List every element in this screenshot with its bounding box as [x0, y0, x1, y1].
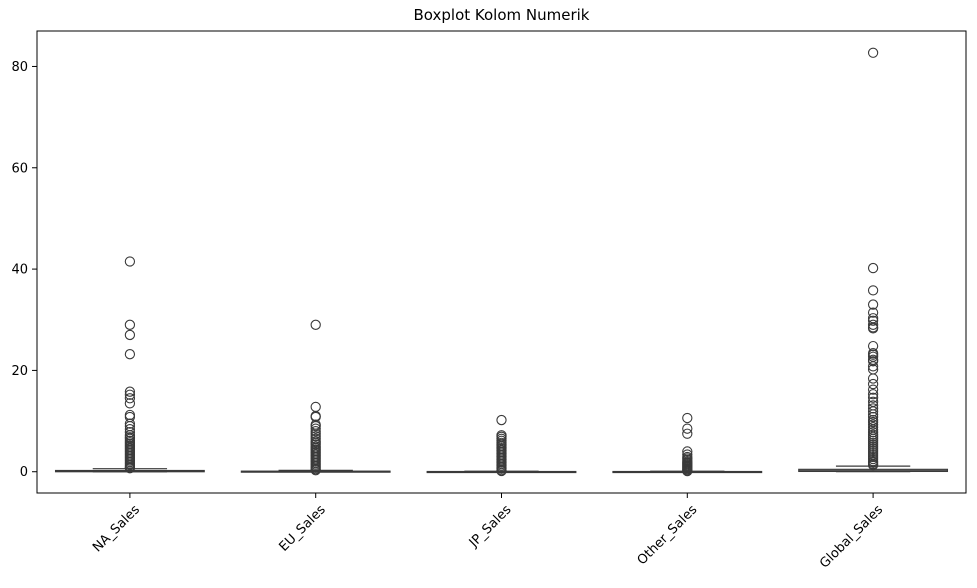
outlier-point [867, 411, 879, 423]
outlier-point [867, 459, 879, 471]
outlier-point [867, 427, 879, 438]
x-tick-label: JP_Sales [466, 502, 515, 551]
outlier-point [310, 420, 321, 432]
outlier-point [867, 356, 879, 367]
outlier-point [310, 426, 321, 437]
outlier-point [310, 465, 321, 476]
y-tick-label: 60 [11, 161, 28, 176]
outlier-point [682, 423, 693, 434]
outlier-point [682, 428, 693, 439]
outlier-point [867, 389, 879, 400]
outlier-point [867, 392, 879, 403]
box-group [612, 412, 763, 477]
outlier-point [867, 323, 879, 334]
x-tick-label: Other_Sales [635, 502, 701, 568]
outlier-point [867, 384, 879, 395]
box-group [54, 256, 205, 474]
outlier-point [310, 319, 321, 330]
chart-title: Boxplot Kolom Numerik [413, 6, 590, 24]
outlier-point [867, 406, 879, 417]
outlier-point [867, 378, 879, 390]
outlier-point [867, 285, 879, 296]
y-tick-label: 20 [11, 364, 28, 379]
outlier-point [867, 403, 879, 414]
outlier-point [124, 256, 136, 267]
outlier-point [682, 446, 693, 457]
outlier-point [124, 319, 136, 330]
outlier-point [124, 463, 136, 474]
outlier-point [867, 340, 879, 352]
outlier-point [682, 465, 693, 477]
outlier-point [867, 409, 879, 420]
outlier-point [867, 299, 879, 310]
outlier-point [124, 329, 136, 341]
outlier-point [867, 419, 879, 430]
outlier-point [310, 431, 321, 442]
outlier-point [124, 349, 136, 360]
box-group [426, 414, 577, 477]
outlier-point [124, 409, 136, 421]
outlier-point [867, 315, 879, 326]
outlier-point [867, 262, 879, 274]
x-tick-label: NA_Sales [90, 502, 143, 555]
outlier-point [310, 423, 321, 434]
outlier-point [124, 393, 136, 404]
outlier-point [124, 386, 136, 397]
x-tick-label: Global_Sales [817, 502, 886, 571]
outlier-point [867, 319, 879, 330]
outlier-point [867, 307, 879, 318]
x-tick-label: EU_Sales [277, 502, 329, 554]
outlier-point [496, 465, 507, 477]
box-group [798, 47, 949, 473]
outlier-point [867, 416, 879, 428]
outlier-point [867, 361, 879, 372]
outlier-point [682, 412, 693, 424]
boxes-layer [54, 47, 949, 477]
y-tick-label: 0 [20, 465, 28, 480]
outlier-point [124, 418, 136, 429]
y-tick-label: 40 [11, 263, 28, 278]
y-tick-label: 80 [11, 60, 28, 75]
outlier-point [124, 398, 136, 409]
outlier-point [867, 373, 879, 384]
outlier-point [310, 401, 321, 413]
outlier-point [496, 414, 507, 426]
axes-layer: 0 20 40 60 80 NA_Sales EU_Sales JP_Sales Other_S… [11, 30, 967, 571]
outlier-point [124, 427, 136, 438]
plot-frame [36, 30, 967, 494]
outlier-point [867, 47, 879, 58]
outlier-point [124, 389, 136, 400]
box-group [240, 319, 391, 476]
